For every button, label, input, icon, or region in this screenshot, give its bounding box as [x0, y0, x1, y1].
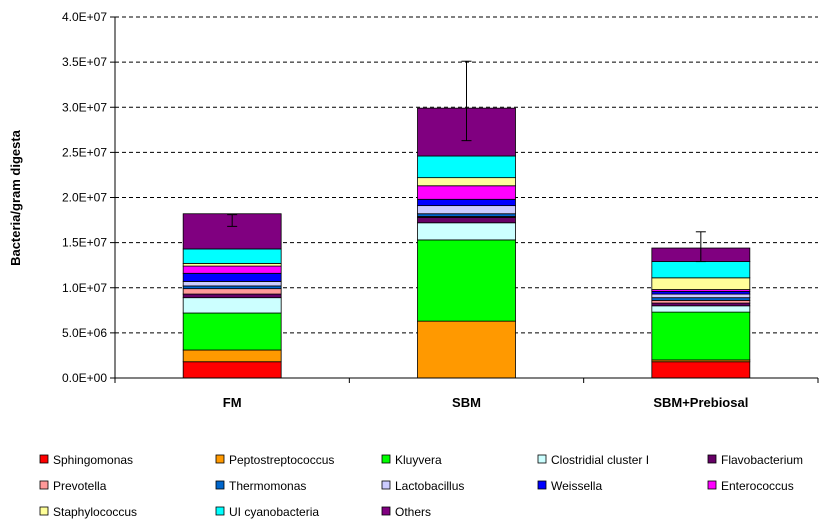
error-bars [227, 60, 706, 263]
bar-segment [417, 177, 516, 187]
bar-segment [651, 299, 751, 304]
bar-segment [417, 185, 516, 200]
y-tick-label: 2.0E+07 [62, 191, 107, 205]
bar-segment [651, 290, 751, 295]
bar-segment [417, 222, 516, 241]
bar-segment [182, 285, 282, 290]
legend-swatch [215, 506, 225, 516]
legend-label: Flavobacterium [721, 453, 803, 467]
bar-segment [182, 248, 282, 264]
bar-segment [182, 297, 282, 314]
legend-label: Thermomonas [229, 479, 306, 493]
legend-label: Clostridial cluster I [551, 453, 649, 467]
legend-item: Staphylococcus [39, 505, 137, 519]
bar-segment [182, 288, 282, 295]
legend-swatch [381, 454, 391, 464]
x-category-label: SBM [452, 395, 481, 410]
bar-segment [417, 320, 516, 379]
legend-swatch [39, 454, 49, 464]
legend-item: Others [381, 505, 431, 519]
legend-swatch [215, 480, 225, 490]
legend-item: Enterococcus [707, 479, 794, 493]
y-axis-label: Bacteria/gram digesta [8, 129, 23, 266]
bar-segment [651, 261, 751, 279]
bar-segment [182, 281, 282, 287]
legend-item: Clostridial cluster I [537, 453, 649, 467]
y-tick-label: 2.5E+07 [62, 145, 107, 159]
x-category-label: SBM+Prebiosal [653, 395, 748, 410]
legend-label: Kluyvera [395, 453, 442, 467]
legend-swatch [707, 454, 717, 464]
legend-label: UI cyanobacteria [229, 505, 319, 519]
legend-swatch [215, 454, 225, 464]
bar-segment [182, 262, 282, 267]
y-tick-label: 5.0E+06 [62, 326, 107, 340]
legend-swatch [707, 480, 717, 490]
legend-label: Weissella [551, 479, 602, 493]
bar-segment [182, 293, 282, 299]
legend-item: Lactobacillus [381, 479, 464, 493]
y-tick-label: 3.0E+07 [62, 100, 107, 114]
legend-swatch [537, 480, 547, 490]
legend-label: Peptostreptococcus [229, 453, 334, 467]
legend: Sphingomonas Peptostreptococcus Kluyvera Cl… [39, 453, 803, 519]
bar-segment [417, 213, 516, 217]
legend-label: Sphingomonas [53, 453, 133, 467]
y-tick-label: 0.0E+00 [62, 371, 107, 385]
legend-item: UI cyanobacteria [215, 505, 319, 519]
y-tick-label: 3.5E+07 [62, 55, 107, 69]
bar-segment [651, 305, 751, 313]
bar-segment [182, 361, 282, 379]
legend-item: Sphingomonas [39, 453, 133, 467]
bar-segment [417, 239, 516, 322]
bar-segment [182, 272, 282, 282]
legend-swatch [537, 454, 547, 464]
bar-segment [417, 205, 516, 215]
bar-segment [651, 311, 751, 361]
bar-segment [417, 216, 516, 224]
legend-label: Enterococcus [721, 479, 794, 493]
legend-label: Prevotella [53, 479, 107, 493]
bar-segment [417, 155, 516, 179]
bar-segment [651, 277, 751, 290]
bar-segment [651, 297, 751, 301]
bar-segment [651, 361, 751, 379]
bar-segment [182, 312, 282, 351]
legend-swatch [381, 506, 391, 516]
legend-label: Others [395, 505, 431, 519]
legend-item: Thermomonas [215, 479, 306, 493]
legend-swatch [39, 480, 49, 490]
legend-item: Kluyvera [381, 453, 442, 467]
legend-item: Flavobacterium [707, 453, 803, 467]
legend-swatch [381, 480, 391, 490]
x-category-label: FM [223, 395, 242, 410]
legend-label: Lactobacillus [395, 479, 464, 493]
legend-item: Weissella [537, 479, 602, 493]
legend-swatch [39, 506, 49, 516]
bar-segment [651, 302, 751, 307]
y-tick-label: 1.5E+07 [62, 236, 107, 250]
y-tick-label: 1.0E+07 [62, 281, 107, 295]
legend-item: Peptostreptococcus [215, 453, 334, 467]
bar-segment [651, 293, 751, 299]
legend-item: Prevotella [39, 479, 107, 493]
y-tick-labels: 0.0E+00 5.0E+06 1.0E+07 1.5E+07 2.0E+07 2.5E+… [62, 10, 115, 385]
bar-segment [182, 349, 282, 363]
x-category-labels: FM SBM SBM+Prebiosal [114, 378, 819, 410]
bar-segment [417, 198, 516, 207]
legend-label: Staphylococcus [53, 505, 137, 519]
bar-segment [182, 265, 282, 274]
y-tick-label: 4.0E+07 [62, 10, 107, 24]
